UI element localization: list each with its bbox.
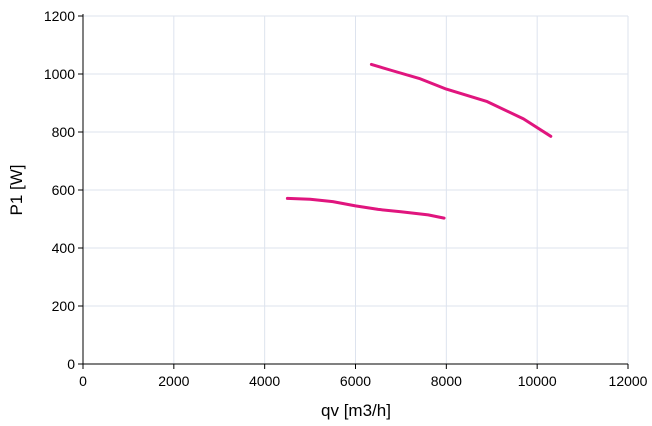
series-line-2	[285, 196, 446, 220]
x-tick-label: 10000	[518, 373, 557, 389]
y-tick-label: 400	[52, 240, 76, 256]
y-tick-label: 1000	[44, 66, 75, 82]
y-tick-label: 600	[52, 182, 76, 198]
x-axis-label: qv [m3/h]	[321, 401, 391, 420]
x-tick-label: 12000	[609, 373, 648, 389]
x-tick-label: 0	[79, 373, 87, 389]
y-axis-label: P1 [W]	[7, 164, 26, 215]
grid-lines	[83, 15, 629, 364]
x-tick-label: 8000	[431, 373, 462, 389]
tick-labels: 0 2000 4000 6000 8000 10000 12000 0 200 400 600 800…	[44, 8, 648, 389]
y-tick-label: 0	[67, 356, 75, 372]
series-lines	[285, 62, 553, 220]
series-line-1	[369, 62, 553, 138]
axes	[78, 14, 629, 369]
y-tick-label: 1200	[44, 8, 75, 24]
x-tick-label: 6000	[340, 373, 371, 389]
x-tick-label: 4000	[249, 373, 280, 389]
y-tick-label: 200	[52, 298, 76, 314]
x-tick-label: 2000	[158, 373, 189, 389]
y-tick-label: 800	[52, 124, 76, 140]
